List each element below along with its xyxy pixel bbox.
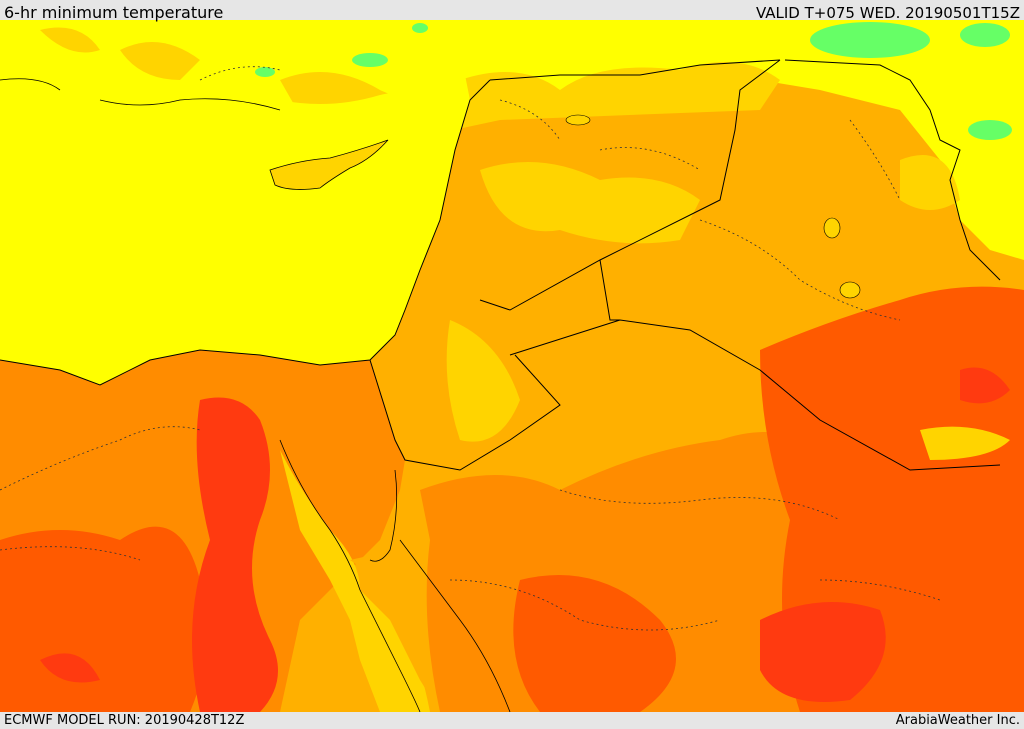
cyprus <box>269 139 389 190</box>
temperature-map[interactable] <box>0 20 1024 712</box>
green-area-ne <box>810 22 930 58</box>
syria-light <box>480 162 700 244</box>
egypt-red-west <box>0 526 208 712</box>
country-borders <box>369 59 1001 471</box>
header-bar: 6-hr minimum temperature VALID T+075 WED… <box>0 0 1024 22</box>
footer-bar: ECMWF MODEL RUN: 20190428T12Z ArabiaWeat… <box>0 712 1024 729</box>
north-coast <box>0 78 281 111</box>
red-sea <box>280 450 440 712</box>
valid-time: VALID T+075 WED. 20190501T15Z <box>755 4 1020 22</box>
model-run: ECMWF MODEL RUN: 20190428T12Z <box>4 713 245 728</box>
map-title: 6-hr minimum temperature <box>4 3 224 22</box>
province-borders <box>0 66 941 631</box>
lake-assad <box>565 114 591 126</box>
credit: ArabiaWeather Inc. <box>895 713 1020 728</box>
suez-coast <box>279 439 421 712</box>
